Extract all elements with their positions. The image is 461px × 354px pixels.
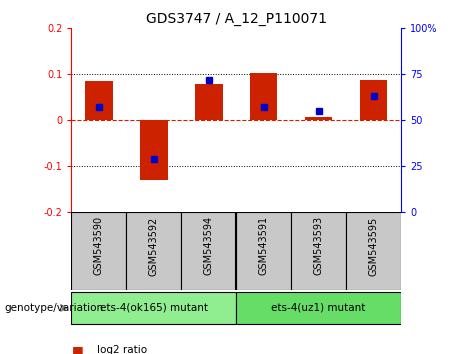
Bar xyxy=(181,212,236,290)
Bar xyxy=(236,292,401,324)
Text: ets-4(uz1) mutant: ets-4(uz1) mutant xyxy=(272,303,366,313)
Bar xyxy=(236,212,291,290)
Bar xyxy=(126,212,181,290)
Bar xyxy=(140,120,168,180)
Bar xyxy=(71,292,236,324)
Bar xyxy=(250,73,278,120)
Bar xyxy=(85,81,112,120)
Text: GSM543595: GSM543595 xyxy=(369,216,378,275)
Text: GSM543593: GSM543593 xyxy=(313,216,324,275)
Text: genotype/variation: genotype/variation xyxy=(5,303,104,313)
Text: GSM543591: GSM543591 xyxy=(259,216,269,275)
Bar xyxy=(360,80,387,120)
Title: GDS3747 / A_12_P110071: GDS3747 / A_12_P110071 xyxy=(146,12,327,26)
Bar xyxy=(195,85,223,120)
Bar xyxy=(291,212,346,290)
Text: ■: ■ xyxy=(71,344,83,354)
Text: ets-4(ok165) mutant: ets-4(ok165) mutant xyxy=(100,303,208,313)
Bar xyxy=(71,212,126,290)
Text: GSM543592: GSM543592 xyxy=(149,216,159,275)
Text: GSM543594: GSM543594 xyxy=(204,216,214,275)
Text: log2 ratio: log2 ratio xyxy=(97,346,147,354)
Bar xyxy=(305,117,332,120)
Bar xyxy=(346,212,401,290)
Text: GSM543590: GSM543590 xyxy=(94,216,104,275)
